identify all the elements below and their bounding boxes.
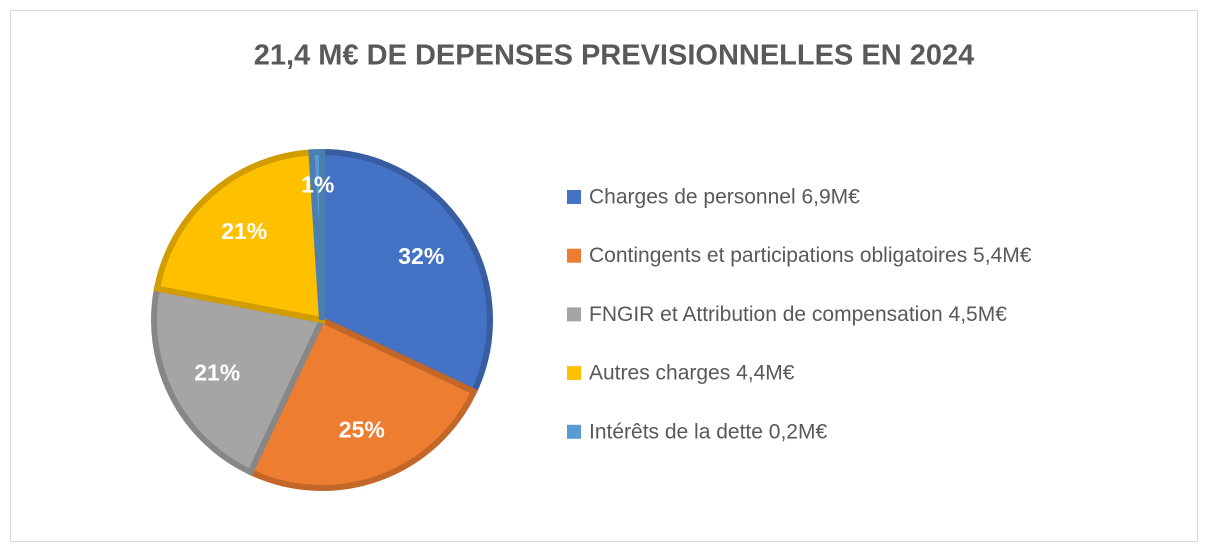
legend-label: Contingents et participations obligatoir…	[589, 244, 1032, 267]
legend-label: Autres charges 4,4M€	[589, 362, 795, 385]
pie-slice	[153, 149, 326, 324]
data-label: 25%	[339, 417, 385, 443]
legend-label: Intérêts de la dette 0,2M€	[589, 420, 827, 443]
data-label: 21%	[194, 359, 240, 385]
legend-swatch	[567, 307, 581, 322]
pie-slice	[308, 148, 325, 321]
pie-slice	[319, 148, 493, 396]
legend-label: FNGIR et Attribution de compensation 4,5…	[589, 303, 1007, 326]
data-label: 32%	[398, 243, 444, 269]
chart-title: 21,4 M€ DE DEPENSES PREVISIONNELLES EN 2…	[254, 40, 974, 72]
data-label: 21%	[221, 218, 267, 244]
pie-slice	[246, 316, 479, 491]
legend-swatch	[567, 366, 581, 381]
legend-swatch	[567, 424, 581, 439]
data-label: 1%	[301, 172, 334, 198]
pie-slice	[151, 285, 327, 477]
legend-swatch	[567, 248, 581, 263]
legend-label: Charges de personnel 6,9M€	[589, 186, 860, 209]
legend-swatch	[567, 190, 581, 204]
